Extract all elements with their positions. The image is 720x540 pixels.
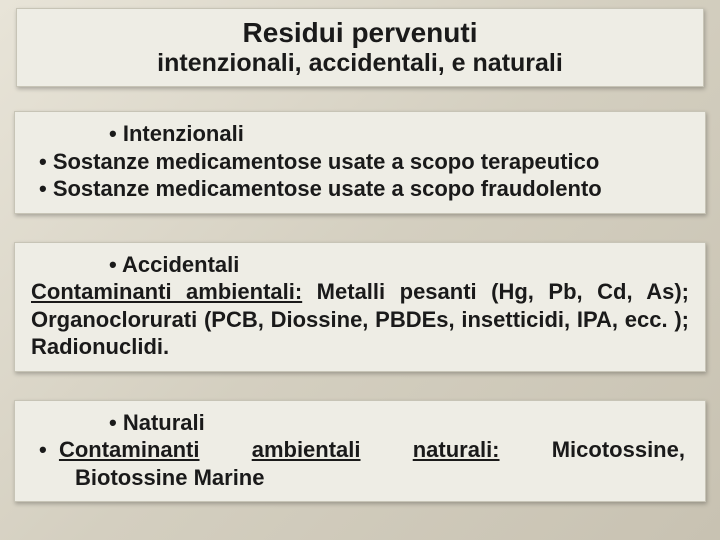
bullet-item: • Contaminanti ambientali naturali: Mico… [31,436,689,464]
section-heading: • Intenzionali [31,120,689,148]
text-underline: Contaminanti [59,437,200,462]
slide: Residui pervenuti intenzionali, accident… [0,0,720,540]
section-naturali: • Naturali • Contaminanti ambientali nat… [14,400,706,503]
heading-text: Naturali [123,410,205,435]
title-main: Residui pervenuti [31,17,689,49]
body-label-underline: Contaminanti ambientali: [31,279,302,304]
section-body: Contaminanti ambientali: Metalli pesanti… [31,278,689,361]
bullet-continuation: Biotossine Marine [31,464,689,492]
heading-text: Intenzionali [123,121,244,146]
text-underline: naturali: [413,436,500,464]
bullet-icon: • [109,410,117,435]
title-subtitle: intenzionali, accidentali, e naturali [31,49,689,78]
text-underline: ambientali [252,436,361,464]
title-box: Residui pervenuti intenzionali, accident… [16,8,704,87]
bullet-icon: • [109,252,117,277]
section-intenzionali: • Intenzionali • Sostanze medicamentose … [14,111,706,214]
section-heading: • Accidentali [31,251,689,279]
bullet-icon: • [109,121,117,146]
section-heading: • Naturali [31,409,689,437]
text: Micotossine, [552,436,685,464]
heading-text: Accidentali [122,252,239,277]
bullet-icon: • [39,437,47,462]
section-accidentali: • Accidentali Contaminanti ambientali: M… [14,242,706,372]
bullet-item: • Sostanze medicamentose usate a scopo f… [31,175,689,203]
bullet-item: • Sostanze medicamentose usate a scopo t… [31,148,689,176]
